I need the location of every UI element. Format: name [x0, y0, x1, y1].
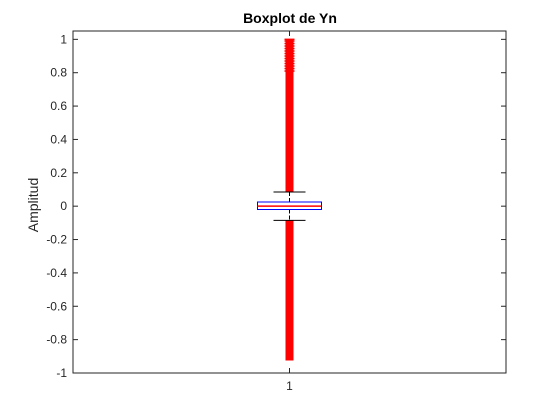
y-tick-label: 0: [60, 199, 67, 213]
outliers-high: [285, 39, 294, 192]
y-tick-label: -1: [56, 366, 67, 380]
y-tick-label: -0.6: [46, 299, 67, 313]
y-tick-label: -0.8: [46, 333, 67, 347]
y-tick-label: 1: [60, 32, 67, 46]
y-tick-label: 0.4: [50, 132, 67, 146]
box-series: [257, 38, 322, 361]
y-axis-ticks: -1 -0.8 -0.6 -0.4 -0.2 0 0.2 0.4 0.6 0.8 1: [46, 32, 506, 380]
y-tick-label: 0.8: [50, 66, 67, 80]
y-axis-label: Amplitud: [25, 178, 41, 232]
y-tick-label: -0.4: [46, 266, 67, 280]
x-axis-ticks: 1: [286, 31, 293, 393]
y-tick-label: -0.2: [46, 233, 67, 247]
outliers-low: [285, 220, 294, 361]
y-tick-label: 0.2: [50, 166, 67, 180]
chart-title: Boxplot de Yn: [243, 10, 337, 26]
x-tick-label: 1: [286, 379, 293, 393]
y-tick-label: 0.6: [50, 99, 67, 113]
